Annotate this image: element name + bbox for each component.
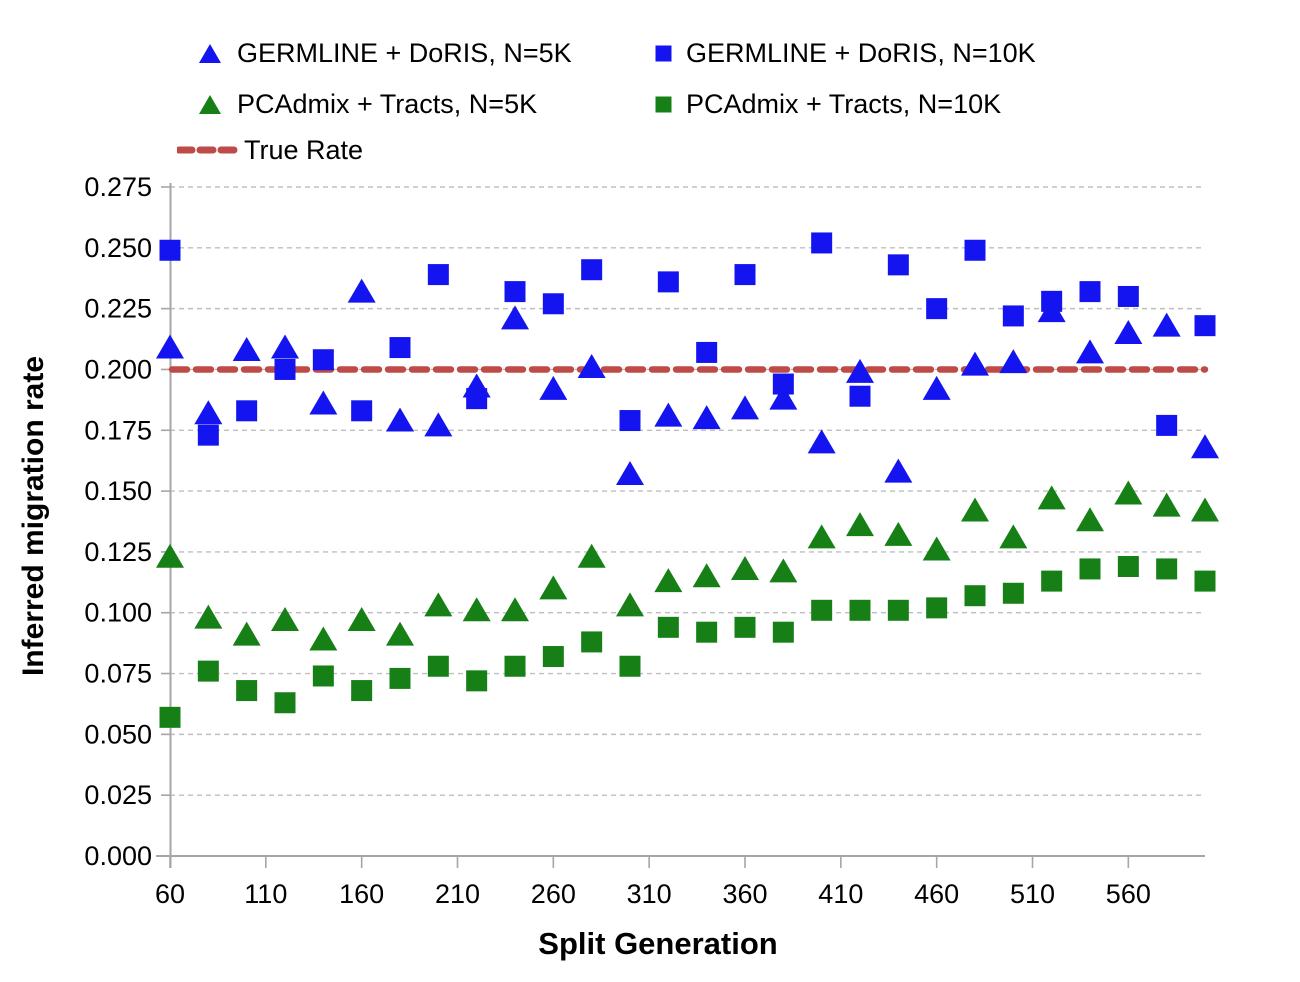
legend-label: True Rate [244, 135, 364, 165]
blue-triangle-icon [199, 43, 221, 63]
svg-text:0.100: 0.100 [84, 598, 152, 628]
svg-text:0.000: 0.000 [84, 841, 152, 871]
dashed-line-icon [177, 146, 241, 154]
svg-text:0.125: 0.125 [84, 537, 152, 567]
legend-item-germline-doris-5k: GERMLINE + DoRIS, N=5K [197, 37, 572, 69]
green-triangle-icon [199, 94, 221, 114]
legend-label: GERMLINE + DoRIS, N=5K [237, 38, 572, 68]
svg-text:510: 510 [1010, 879, 1055, 909]
svg-text:0.200: 0.200 [84, 354, 152, 384]
svg-text:210: 210 [435, 879, 480, 909]
svg-text:410: 410 [818, 879, 863, 909]
legend-label: PCAdmix + Tracts, N=10K [686, 89, 1002, 119]
svg-text:0.175: 0.175 [84, 415, 152, 445]
svg-text:0.275: 0.275 [84, 172, 152, 202]
svg-text:260: 260 [531, 879, 576, 909]
legend-item-pcadmix-tracts-10k: PCAdmix + Tracts, N=10K [655, 88, 1001, 120]
svg-text:310: 310 [627, 879, 672, 909]
svg-text:110: 110 [244, 879, 287, 909]
y-axis-title: Inferred migration rate [17, 355, 50, 677]
legend-label: GERMLINE + DoRIS, N=10K [686, 38, 1036, 68]
svg-text:0.050: 0.050 [84, 719, 152, 749]
legend-item-germline-doris-10k: GERMLINE + DoRIS, N=10K [655, 37, 1036, 69]
svg-text:560: 560 [1106, 879, 1151, 909]
svg-text:0.250: 0.250 [84, 233, 152, 263]
svg-text:160: 160 [339, 879, 384, 909]
legend-item-pcadmix-tracts-5k: PCAdmix + Tracts, N=5K [197, 88, 537, 120]
svg-text:0.075: 0.075 [84, 659, 152, 689]
svg-text:360: 360 [722, 879, 767, 909]
svg-text:0.025: 0.025 [84, 780, 152, 810]
blue-square-icon [655, 45, 672, 61]
x-axis-title: Split Generation [538, 926, 778, 961]
svg-text:0.150: 0.150 [84, 476, 152, 506]
svg-text:60: 60 [155, 879, 185, 909]
svg-text:0.225: 0.225 [84, 294, 152, 324]
legend-label: PCAdmix + Tracts, N=5K [237, 89, 538, 119]
legend-item-true-rate: True Rate [177, 134, 363, 166]
green-square-icon [655, 96, 672, 112]
svg-text:460: 460 [914, 879, 959, 909]
